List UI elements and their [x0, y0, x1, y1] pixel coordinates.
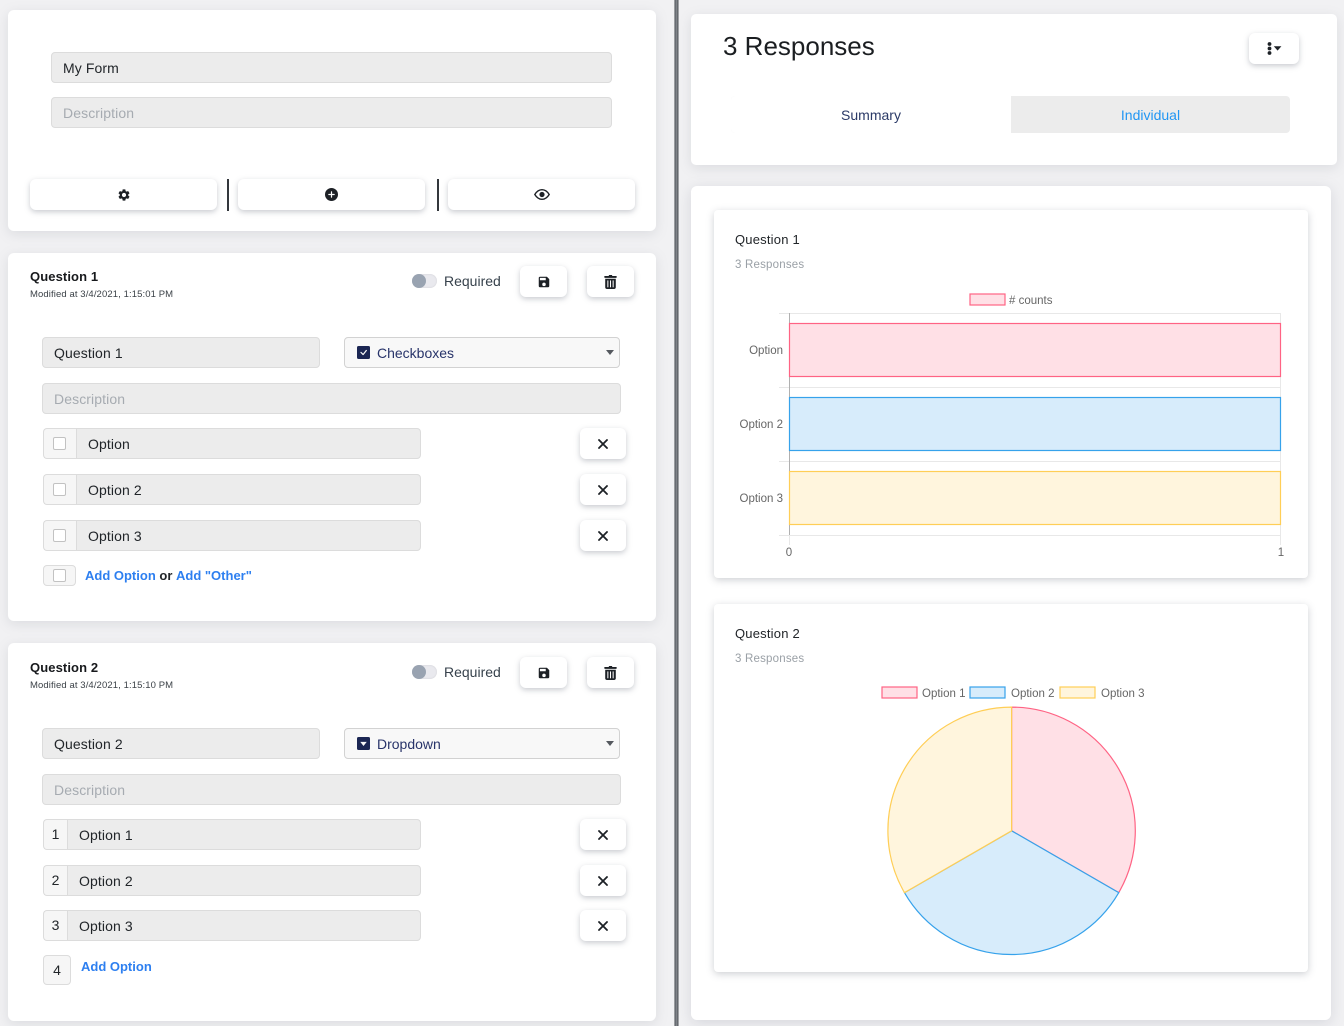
- svg-text:Option 2: Option 2: [740, 419, 783, 431]
- svg-text:Option 3: Option 3: [740, 493, 783, 505]
- svg-text:Option 3: Option 3: [1101, 688, 1144, 700]
- svg-text:0: 0: [786, 547, 792, 559]
- svg-text:# counts: # counts: [1009, 295, 1053, 307]
- svg-text:1: 1: [1278, 547, 1284, 559]
- svg-text:Option: Option: [749, 345, 783, 357]
- svg-text:Option 1: Option 1: [922, 688, 965, 700]
- svg-text:Option 2: Option 2: [1011, 688, 1054, 700]
